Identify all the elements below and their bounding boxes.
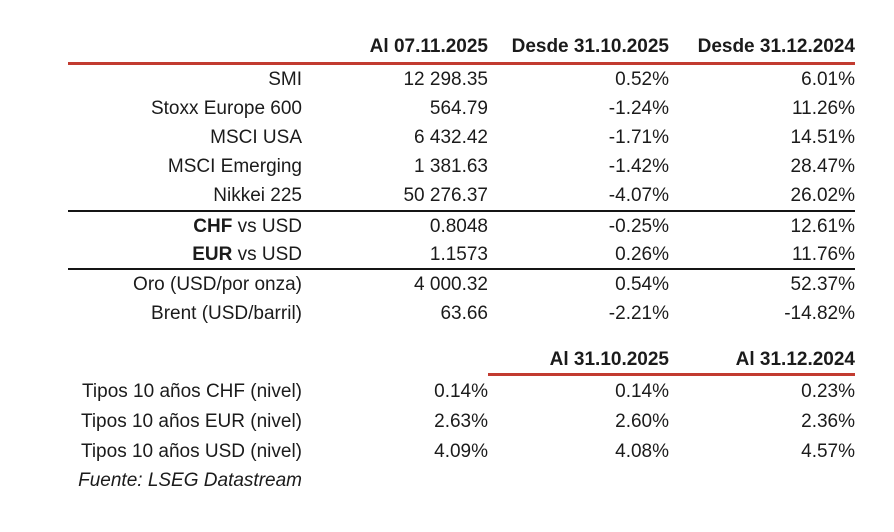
rates-header-row: Al 31.10.2025 Al 31.12.2024: [68, 345, 855, 373]
row-smi: SMI 12 298.35 0.52% 6.01%: [68, 65, 855, 94]
level-value: 0.14%: [434, 380, 488, 402]
since-month-value: -1.24%: [608, 98, 669, 119]
currency-code: CHF: [193, 215, 233, 237]
since-month-value: -1.42%: [608, 156, 669, 177]
level-value: 63.66: [440, 303, 488, 324]
row-msci-usa: MSCI USA 6 432.42 -1.71% 14.51%: [68, 123, 855, 152]
col-header-since-month: Desde 31.10.2025: [511, 35, 669, 57]
row-label: Stoxx Europe 600: [150, 98, 302, 119]
level-value: 6 432.42: [414, 127, 488, 148]
markets-header-row: Al 07.11.2025 Desde 31.10.2025 Desde 31.…: [68, 30, 855, 62]
since-year-value: 12.61%: [790, 215, 855, 237]
row-tipos-10y-eur: Tipos 10 años EUR (nivel) 2.63% 2.60% 2.…: [68, 406, 855, 436]
row-tipos-10y-chf: Tipos 10 años CHF (nivel) 0.14% 0.14% 0.…: [68, 376, 855, 406]
since-month-value: 0.54%: [615, 274, 669, 295]
level-value: 2.63%: [434, 410, 488, 432]
black-rule-indices-currencies: [68, 210, 855, 212]
row-msci-emerging: MSCI Emerging 1 381.63 -1.42% 28.47%: [68, 152, 855, 181]
level-value: 50 276.37: [403, 185, 488, 206]
row-chf-vs-usd: CHF vs USD 0.8048 -0.25% 12.61%: [68, 212, 855, 240]
footer-row: Fuente: LSEG Datastream: [68, 466, 855, 495]
row-label: EUR vs USD: [68, 245, 302, 264]
since-year-value: 6.01%: [801, 69, 855, 90]
col-header-current-date: Al 07.11.2025: [369, 35, 488, 57]
prev-month-value: 2.60%: [615, 410, 669, 432]
level-value: 4.09%: [434, 440, 488, 462]
currency-pair-suffix: vs USD: [237, 215, 302, 237]
markets-table: Al 07.11.2025 Desde 31.10.2025 Desde 31.…: [68, 30, 855, 495]
since-month-value: -1.71%: [608, 127, 669, 148]
row-tipos-10y-usd: Tipos 10 años USD (nivel) 4.09% 4.08% 4.…: [68, 436, 855, 466]
row-eur-vs-usd: EUR vs USD 1.1573 0.26% 11.76%: [68, 240, 855, 268]
red-rule-top: [68, 62, 855, 65]
prev-month-value: 0.14%: [615, 380, 669, 402]
row-brent: Brent (USD/barril) 63.66 -2.21% -14.82%: [68, 299, 855, 328]
since-month-value: -4.07%: [608, 185, 669, 206]
since-year-value: -14.82%: [784, 303, 855, 324]
row-label: CHF vs USD: [68, 217, 302, 236]
since-year-value: 11.76%: [791, 243, 855, 265]
level-value: 1 381.63: [414, 156, 488, 177]
currency-pair-suffix: vs USD: [237, 243, 302, 265]
row-label: SMI: [268, 69, 302, 90]
row-label: Tipos 10 años CHF (nivel): [82, 380, 302, 402]
level-value: 4 000.32: [414, 274, 488, 295]
row-label: MSCI Emerging: [167, 156, 302, 177]
row-label: Brent (USD/barril): [151, 303, 302, 324]
level-value: 0.8048: [429, 215, 488, 237]
prev-year-value: 2.36%: [801, 410, 855, 432]
row-label: Nikkei 225: [213, 185, 302, 206]
row-label: MSCI USA: [210, 127, 302, 148]
row-stoxx-europe-600: Stoxx Europe 600 564.79 -1.24% 11.26%: [68, 94, 855, 123]
since-month-value: -2.21%: [608, 303, 669, 324]
col-header-since-year: Desde 31.12.2024: [697, 35, 855, 57]
level-value: 564.79: [429, 98, 488, 119]
prev-month-value: 4.08%: [615, 440, 669, 462]
prev-year-value: 4.57%: [801, 440, 855, 462]
since-month-value: 0.52%: [615, 69, 669, 90]
black-rule-currencies-commodities: [68, 268, 855, 270]
col-header-prev-month: Al 31.10.2025: [549, 348, 669, 370]
row-oro: Oro (USD/por onza) 4 000.32 0.54% 52.37%: [68, 270, 855, 299]
row-nikkei-225: Nikkei 225 50 276.37 -4.07% 26.02%: [68, 181, 855, 210]
row-label: Tipos 10 años EUR (nivel): [80, 410, 302, 432]
currency-code: EUR: [192, 243, 233, 265]
since-year-value: 26.02%: [790, 185, 855, 206]
row-label: Oro (USD/por onza): [133, 274, 302, 295]
since-year-value: 52.37%: [790, 274, 855, 295]
since-year-value: 14.51%: [790, 127, 855, 148]
since-month-value: -0.25%: [608, 215, 669, 237]
source-note: Fuente: LSEG Datastream: [78, 470, 302, 491]
level-value: 12 298.35: [403, 69, 488, 90]
section-gap: [68, 328, 855, 345]
since-month-value: 0.26%: [615, 243, 669, 265]
since-year-value: 28.47%: [790, 156, 855, 177]
since-year-value: 11.26%: [791, 98, 855, 119]
red-rule-rates: [488, 373, 855, 376]
prev-year-value: 0.23%: [801, 380, 855, 402]
level-value: 1.1573: [429, 243, 488, 265]
col-header-prev-year: Al 31.12.2024: [735, 348, 855, 370]
row-label: Tipos 10 años USD (nivel): [80, 440, 302, 462]
